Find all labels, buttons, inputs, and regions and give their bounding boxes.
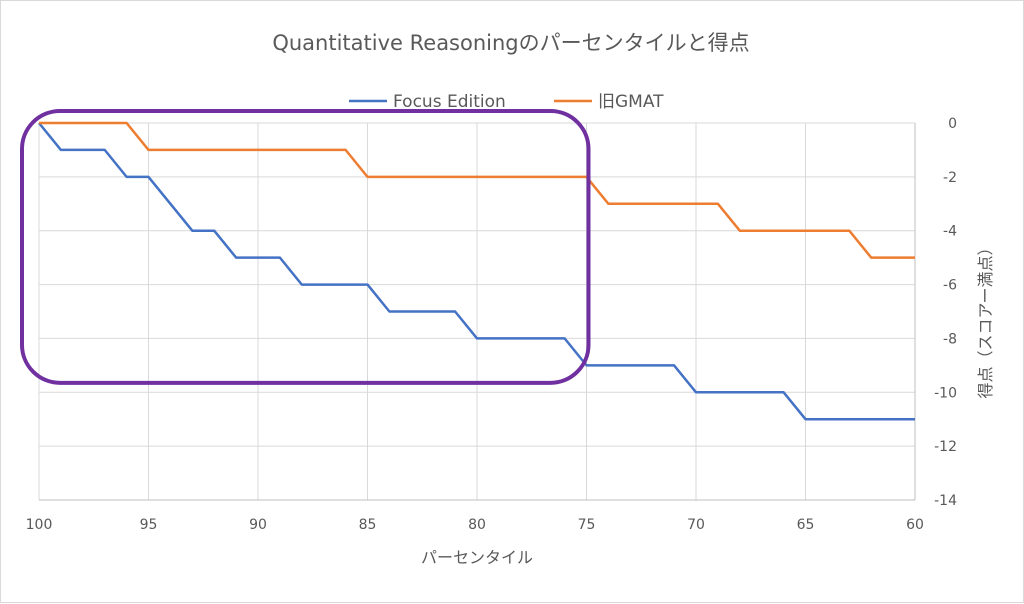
x-tick-label: 70 bbox=[687, 517, 705, 533]
x-tick-label: 95 bbox=[140, 517, 158, 533]
x-tick-label: 60 bbox=[906, 517, 924, 533]
y-tick-label: -2 bbox=[943, 170, 957, 186]
series-line-old-gmat bbox=[39, 121, 915, 259]
y-tick-label: 0 bbox=[948, 116, 957, 132]
series-lines bbox=[38, 121, 915, 421]
x-axis-title: パーセンタイル bbox=[421, 548, 533, 567]
highlight-rounded-rectangle bbox=[20, 109, 591, 385]
y-tick-label: -4 bbox=[943, 224, 957, 240]
y-axis-title: 得点（スコアー満点） bbox=[976, 239, 995, 398]
x-tick-label: 90 bbox=[249, 517, 267, 533]
annotation-layer bbox=[20, 109, 591, 385]
legend-label: 旧GMAT bbox=[598, 92, 664, 112]
x-tick-label: 65 bbox=[797, 517, 815, 533]
series-line-focus-edition bbox=[38, 122, 915, 421]
legend: Focus Edition 旧GMAT bbox=[349, 92, 664, 112]
y-tick-label: -14 bbox=[934, 493, 957, 509]
chart-title: Quantitative Reasoningのパーセンタイルと得点 bbox=[272, 31, 749, 55]
y-tick-label: -12 bbox=[934, 439, 957, 455]
x-tick-label: 100 bbox=[26, 517, 53, 533]
x-tick-label: 85 bbox=[359, 517, 377, 533]
y-tick-label: -6 bbox=[943, 278, 957, 294]
axes: 100 95 90 85 80 75 70 65 60 0 -2 -4 -6 -8 -10 -12 -14 bbox=[26, 116, 957, 533]
x-tick-label: 80 bbox=[468, 517, 486, 533]
legend-label: Focus Edition bbox=[393, 92, 506, 112]
y-tick-label: -8 bbox=[943, 331, 957, 347]
y-tick-label: -10 bbox=[934, 385, 957, 401]
x-tick-label: 75 bbox=[578, 517, 596, 533]
gridlines bbox=[38, 122, 916, 501]
